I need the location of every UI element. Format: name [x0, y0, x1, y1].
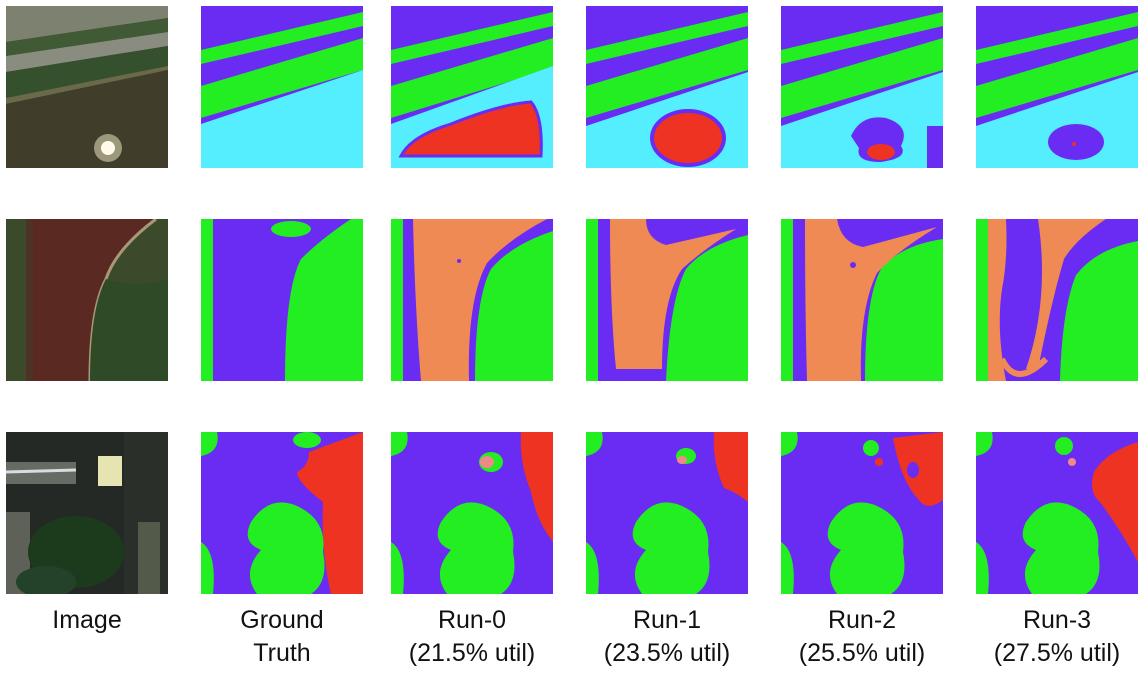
column-label-image: Image — [6, 604, 168, 637]
column-label-line2: (27.5% util) — [993, 639, 1121, 667]
column-label-ground-truth: Ground Truth — [201, 604, 363, 670]
mask-row-3-run-1 — [586, 432, 748, 594]
column-label-run-2: Run-2 (25.5% util) — [781, 604, 943, 670]
column-label-line2: (21.5% util) — [408, 639, 536, 667]
column-label-line1: Run-1 — [632, 606, 702, 634]
mask-row-3-run-2 — [781, 432, 943, 594]
mask-row-3-run-3 — [976, 432, 1138, 594]
mask-row-3-run-0 — [391, 432, 553, 594]
image-row-2 — [6, 219, 168, 381]
mask-row-2-run-3 — [976, 219, 1138, 381]
mask-row-1-run-0 — [391, 6, 553, 168]
column-label-line1: Ground — [240, 606, 324, 634]
mask-row-2-ground-truth — [201, 219, 363, 381]
column-label-line1: Run-2 — [827, 606, 897, 634]
column-label-line1: Image — [52, 606, 122, 634]
mask-row-2-run-2 — [781, 219, 943, 381]
column-label-line1: Run-0 — [437, 606, 507, 634]
image-row-3 — [6, 432, 168, 594]
mask-row-1-run-1 — [586, 6, 748, 168]
mask-row-3-ground-truth — [201, 432, 363, 594]
mask-row-1-run-2 — [781, 6, 943, 168]
column-label-line1: Run-3 — [1022, 606, 1092, 634]
mask-row-2-run-0 — [391, 219, 553, 381]
column-label-run-3: Run-3 (27.5% util) — [976, 604, 1138, 670]
mask-row-1-run-3 — [976, 6, 1138, 168]
image-row-1 — [6, 6, 168, 168]
mask-row-1-ground-truth — [201, 6, 363, 168]
column-label-line2: (23.5% util) — [603, 639, 731, 667]
column-label-line2: (25.5% util) — [798, 639, 926, 667]
column-label-line2: Truth — [253, 639, 311, 667]
mask-row-2-run-1 — [586, 219, 748, 381]
column-label-run-1: Run-1 (23.5% util) — [586, 604, 748, 670]
column-label-run-0: Run-0 (21.5% util) — [391, 604, 553, 670]
